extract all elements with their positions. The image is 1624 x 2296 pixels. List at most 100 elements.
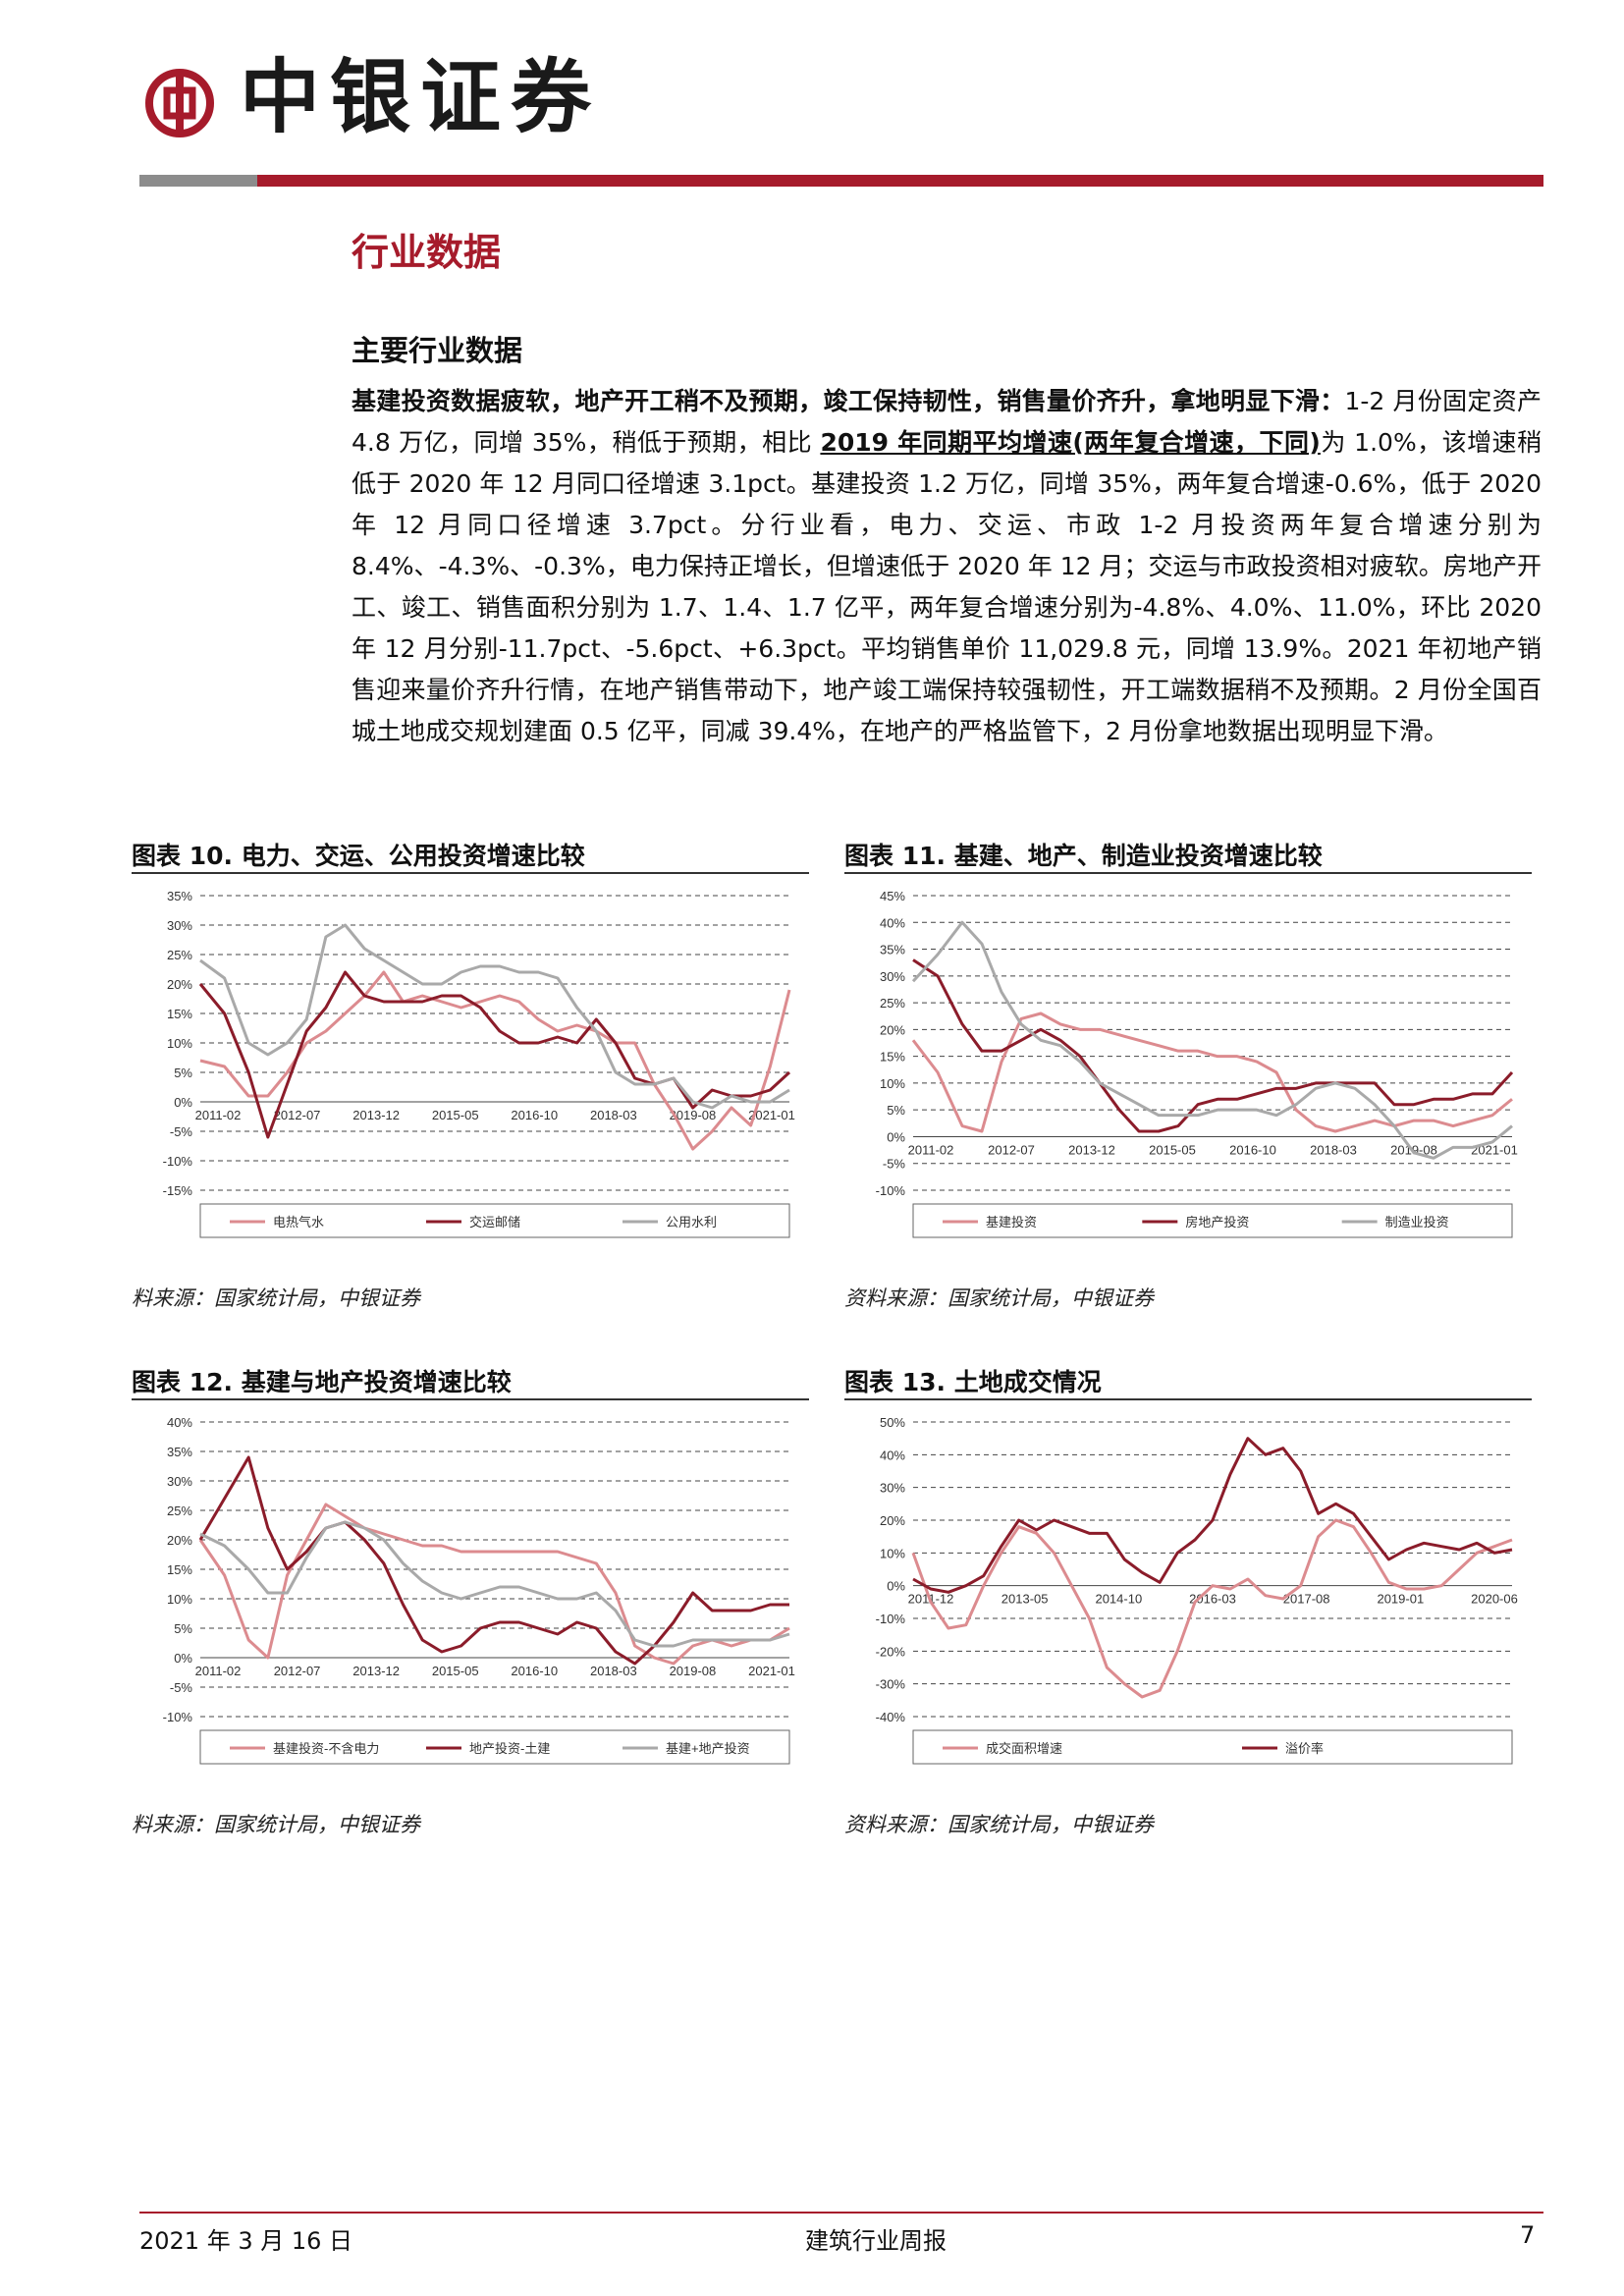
y-tick-label: 30% — [880, 969, 905, 984]
legend-label: 成交面积增速 — [986, 1741, 1062, 1756]
y-tick-label: -10% — [163, 1154, 193, 1169]
y-tick-label: 40% — [880, 1448, 905, 1462]
y-tick-label: -15% — [163, 1183, 193, 1198]
y-tick-label: 10% — [880, 1076, 905, 1091]
y-tick-label: 35% — [880, 943, 905, 957]
figure-13-rule — [844, 1398, 1532, 1400]
paragraph-underlined: 2019 年同期平均增速(两年复合增速，下同) — [820, 428, 1321, 457]
x-tick-label: 2018-03 — [1310, 1142, 1357, 1157]
y-tick-label: 35% — [167, 1445, 192, 1459]
y-tick-label: -5% — [170, 1680, 193, 1695]
y-tick-label: -20% — [876, 1644, 906, 1659]
legend-label: 基建投资 — [986, 1215, 1037, 1230]
figure-10-source: 料来源：国家统计局，中银证券 — [132, 1286, 420, 1310]
x-tick-label: 2021-01 — [748, 1108, 795, 1122]
x-tick-label: 2019-08 — [670, 1108, 717, 1122]
y-tick-label: 30% — [167, 1474, 192, 1489]
x-tick-label: 2019-08 — [1390, 1142, 1437, 1157]
y-tick-label: 25% — [880, 996, 905, 1011]
figure-11-source: 资料来源：国家统计局，中银证券 — [844, 1286, 1154, 1310]
figure-12-chart: -10% -5% 0% 5% 10% 15% 20% 25% 30% 35% 40% 2011-02 2… — [163, 1415, 795, 1765]
x-tick-label: 2017-08 — [1283, 1592, 1330, 1607]
footer-rule — [139, 2212, 1543, 2214]
figure-13-chart: -40%-30%-20%-10%0%10%20%30%40%50%2011-12… — [876, 1415, 1518, 1765]
x-tick-label: 2020-06 — [1471, 1592, 1518, 1607]
y-tick-label: 10% — [880, 1546, 905, 1560]
footer-date: 2021 年 3 月 16 日 — [139, 2227, 353, 2255]
series-line-1 — [198, 1455, 789, 1666]
sub-title: 主要行业数据 — [352, 334, 523, 367]
y-tick-label: 40% — [880, 915, 905, 930]
series-line-1 — [912, 958, 1514, 1133]
series-line-0 — [911, 1518, 1513, 1699]
figure-13-source: 资料来源：国家统计局，中银证券 — [844, 1813, 1154, 1836]
y-tick-label: 0% — [174, 1651, 192, 1666]
y-tick-label: -10% — [876, 1183, 906, 1198]
y-tick-label: 40% — [167, 1415, 192, 1430]
figure-12-source: 料来源：国家统计局，中银证券 — [132, 1813, 420, 1836]
paragraph-lead: 基建投资数据疲软，地产开工稍不及预期，竣工保持韧性，销售量价齐升，拿地明显下滑： — [352, 387, 1345, 415]
y-tick-label: -5% — [883, 1157, 906, 1172]
brand-name: 中银证券 — [240, 50, 602, 144]
x-tick-label: 2016-10 — [1229, 1142, 1276, 1157]
x-tick-label: 2016-10 — [511, 1664, 558, 1678]
y-tick-label: -10% — [876, 1612, 906, 1626]
figure-10-rule — [132, 872, 809, 874]
y-tick-label: -40% — [876, 1710, 906, 1724]
y-tick-label: 10% — [167, 1036, 192, 1051]
x-tick-label: 2014-10 — [1095, 1592, 1142, 1607]
y-tick-label: 0% — [174, 1095, 192, 1110]
series-line-0 — [199, 970, 791, 1151]
legend-label: 交运邮储 — [469, 1215, 520, 1230]
legend-label: 制造业投资 — [1385, 1215, 1449, 1230]
y-tick-label: 20% — [880, 1513, 905, 1528]
figure-11-title: 图表 11. 基建、地产、制造业投资增速比较 — [844, 842, 1323, 870]
x-tick-label: 2012-07 — [274, 1108, 321, 1122]
legend-label: 房地产投资 — [1185, 1215, 1249, 1230]
y-tick-label: 5% — [174, 1066, 192, 1080]
y-tick-label: -5% — [170, 1124, 193, 1139]
legend-box — [199, 1203, 790, 1238]
y-tick-label: 35% — [167, 889, 192, 903]
y-tick-label: 45% — [880, 889, 905, 903]
x-tick-label: 2011-02 — [195, 1664, 242, 1678]
y-tick-label: 5% — [887, 1103, 905, 1118]
y-tick-label: 15% — [167, 1562, 192, 1577]
legend-box — [199, 1729, 790, 1765]
series-line-1 — [912, 1437, 1513, 1594]
page-number: 7 — [1520, 2221, 1536, 2249]
boc-logo-icon — [145, 69, 214, 137]
series-line-0 — [911, 1011, 1513, 1133]
x-tick-label: 2018-03 — [590, 1664, 637, 1678]
legend-box — [912, 1729, 1513, 1765]
series-line-2 — [199, 1520, 790, 1648]
legend-box — [912, 1203, 1513, 1238]
y-tick-label: 50% — [880, 1415, 905, 1430]
series-line-0 — [198, 1503, 790, 1666]
figure-10-chart: -15% -10% -5% 0% 5% 10% 15% 20% 25% 30% 35% 2011-02… — [163, 889, 795, 1238]
y-tick-label: 5% — [174, 1621, 192, 1636]
y-tick-label: 25% — [167, 1503, 192, 1518]
legend-label: 公用水利 — [666, 1215, 717, 1230]
y-tick-label: -30% — [876, 1677, 906, 1692]
figure-11-chart: -10% -5% 0% 5% 10% 15% 20% 25% 30% 35% 40% 45% 2011-… — [876, 889, 1518, 1238]
x-tick-label: 2018-03 — [590, 1108, 637, 1122]
x-tick-label: 2019-08 — [670, 1664, 717, 1678]
figure-12-rule — [132, 1398, 809, 1400]
x-tick-label: 2021-01 — [748, 1664, 795, 1678]
x-tick-label: 2013-05 — [1001, 1592, 1049, 1607]
x-tick-label: 2015-05 — [432, 1108, 479, 1122]
y-tick-label: 20% — [167, 1533, 192, 1548]
legend-label: 地产投资-土建 — [469, 1741, 550, 1756]
x-tick-label: 2011-02 — [908, 1142, 954, 1157]
x-tick-label: 2011-02 — [195, 1108, 242, 1122]
header-rule-red — [257, 175, 1543, 187]
paragraph-part2: 为 1.0%，该增速稍低于 2020 年 12 月同口径增速 3.1pct。基建… — [352, 428, 1542, 745]
y-tick-label: 15% — [880, 1050, 905, 1065]
y-tick-label: 0% — [887, 1579, 905, 1594]
x-tick-label: 2021-01 — [1471, 1142, 1518, 1157]
y-tick-label: 0% — [887, 1129, 905, 1144]
y-tick-label: 10% — [167, 1592, 192, 1607]
figure-12-title: 图表 12. 基建与地产投资增速比较 — [132, 1368, 512, 1396]
y-tick-label: 15% — [167, 1007, 192, 1021]
